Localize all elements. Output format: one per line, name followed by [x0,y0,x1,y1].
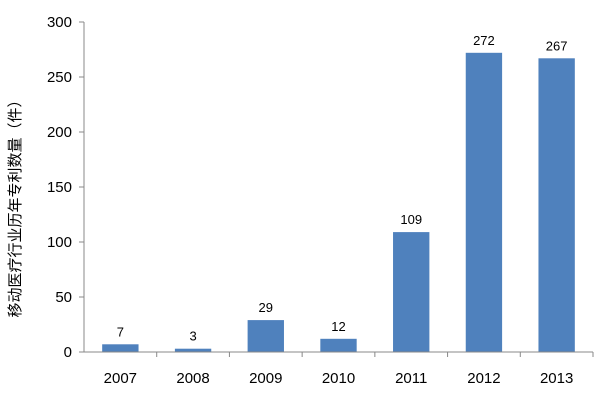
bar-2013 [538,58,575,353]
y-tick-label: 50 [55,289,72,306]
y-axis: 0 50 100 150 200 250 300 [47,14,84,361]
y-tick-label: 150 [47,179,72,196]
x-tick-label-2013: 2013 [540,370,573,387]
data-label-2012: 272 [473,33,495,48]
y-tick-label: 300 [47,14,72,31]
y-tick-label: 100 [47,234,72,251]
x-axis: 2007 2008 2009 2010 2011 2012 2013 [104,352,594,387]
data-label-2011: 109 [400,212,422,227]
data-label-2008: 3 [189,329,196,344]
x-tick-label-2009: 2009 [249,370,282,387]
bar-2009 [247,320,284,352]
y-tick-label: 0 [64,344,72,361]
x-tick-label-2010: 2010 [322,370,355,387]
data-labels-group: 7 3 29 12 109 272 267 [117,33,568,344]
x-tick-label-2011: 2011 [395,370,427,387]
bars-group [102,52,575,353]
bar-2010 [320,338,357,352]
y-axis-label: 移动医疗行业历年专利数量（件） [6,92,24,317]
data-label-2007: 7 [117,324,124,339]
data-label-2010: 12 [331,319,345,334]
data-label-2013: 267 [546,38,568,53]
y-tick-label: 250 [47,69,72,86]
bar-2012 [465,52,503,353]
bar-2008 [174,348,212,352]
data-label-2009: 29 [259,300,273,315]
bar-2007 [102,344,139,352]
x-tick-label-2012: 2012 [467,370,500,387]
x-tick-label-2007: 2007 [104,370,137,387]
x-tick-label-2008: 2008 [176,370,209,387]
y-tick-label: 200 [47,124,72,141]
bar-2011 [393,232,430,352]
